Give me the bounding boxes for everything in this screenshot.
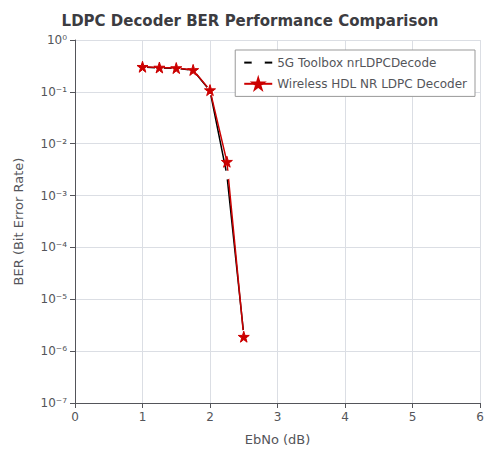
svg-text:0: 0 <box>71 410 79 424</box>
svg-text:10⁻⁴: 10⁻⁴ <box>41 240 68 254</box>
svg-text:Wireless HDL NR LDPC Decoder: Wireless HDL NR LDPC Decoder <box>277 77 467 91</box>
svg-text:10⁻³: 10⁻³ <box>41 189 68 203</box>
svg-text:6: 6 <box>476 410 484 424</box>
svg-text:EbNo (dB): EbNo (dB) <box>245 432 311 447</box>
svg-text:1: 1 <box>139 410 147 424</box>
svg-text:2: 2 <box>206 410 214 424</box>
svg-text:4: 4 <box>341 410 349 424</box>
svg-text:10⁻⁶: 10⁻⁶ <box>41 344 68 358</box>
svg-text:10⁻⁵: 10⁻⁵ <box>41 292 68 306</box>
svg-text:LDPC Decoder BER Performance C: LDPC Decoder BER Performance Comparison <box>62 12 439 30</box>
svg-text:10⁻⁷: 10⁻⁷ <box>41 396 68 410</box>
svg-text:5: 5 <box>409 410 417 424</box>
svg-text:3: 3 <box>274 410 282 424</box>
svg-text:10⁰: 10⁰ <box>47 33 67 47</box>
svg-text:10⁻¹: 10⁻¹ <box>41 85 68 99</box>
svg-text:5G Toolbox nrLDPCDecode: 5G Toolbox nrLDPCDecode <box>277 56 436 70</box>
svg-text:10⁻²: 10⁻² <box>41 137 68 151</box>
svg-text:BER (Bit Error Rate): BER (Bit Error Rate) <box>11 158 26 286</box>
